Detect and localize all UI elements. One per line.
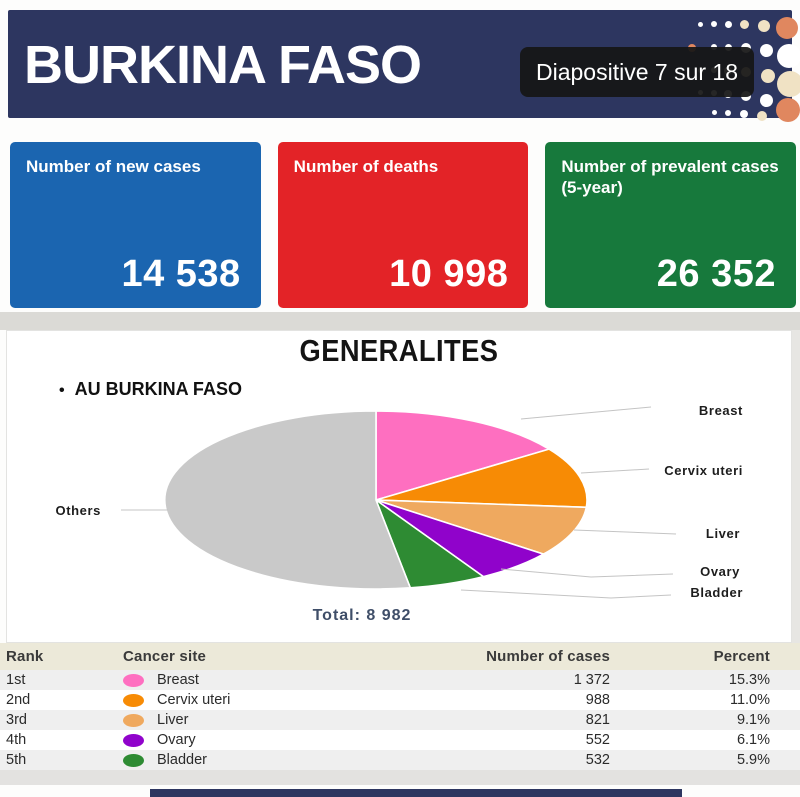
cell-cases: 532 <box>585 752 610 768</box>
bullet-text: AU BURKINA FASO <box>74 379 242 399</box>
slice-color-dot <box>123 753 144 767</box>
table-header-row: Rank Cancer site Number of cases Percent <box>0 643 800 670</box>
cell-percent: 9.1% <box>736 712 770 728</box>
bullet-marker: • <box>59 382 65 399</box>
country-title: BURKINA FASO <box>24 35 422 95</box>
decor-dot <box>777 71 800 97</box>
cancer-pie-chart: Breast Cervix uteri Liver Ovary Bladder Other… <box>55 403 743 600</box>
leader-line <box>573 529 677 535</box>
stat-cards-row: Number of new cases 14 538 Number of dea… <box>10 142 797 308</box>
leader-line <box>460 589 672 599</box>
card-value: 26 352 <box>656 253 777 295</box>
decor-dot <box>711 109 717 115</box>
cell-percent: 6.1% <box>736 732 770 748</box>
decor-dot <box>758 20 770 32</box>
decor-dot <box>777 44 800 68</box>
leader-line <box>520 406 652 420</box>
slice-color-dot <box>123 733 144 747</box>
slice-color-dot <box>123 693 144 707</box>
cell-cases: 1 372 <box>573 672 610 688</box>
cell-rank: 2nd <box>6 692 31 708</box>
decor-dot <box>776 17 798 39</box>
card-label: Number of prevalent cases (5-year) <box>561 157 779 198</box>
decor-dot <box>739 19 749 29</box>
header-percent: Percent <box>713 648 770 665</box>
cell-site: Bladder <box>115 752 360 768</box>
cancer-rank-table: Rank Cancer site Number of cases Percent… <box>0 643 800 770</box>
header-cases: Number of cases <box>486 648 610 665</box>
pie-slice-breast <box>375 410 551 502</box>
card-value: 14 538 <box>121 253 241 295</box>
decor-dot <box>711 21 717 27</box>
cell-site: Cervix uteri <box>115 692 360 708</box>
bottom-accent-bar <box>150 789 682 797</box>
table-row: 1st Breast 1 372 15.3% <box>0 670 800 690</box>
header-site: Cancer site <box>123 648 207 665</box>
decor-dot <box>697 21 703 27</box>
generalites-panel: GENERALITES • AU BURKINA FASO Breast Cervi… <box>6 330 792 643</box>
slice-label: Breast <box>699 403 743 418</box>
decor-dot <box>759 93 773 107</box>
section-title: GENERALITES <box>299 333 499 368</box>
site-name: Liver <box>157 712 189 728</box>
slice-label: Bladder <box>690 585 743 600</box>
decor-dot <box>759 43 773 57</box>
site-name: Cervix uteri <box>157 692 231 708</box>
divider-strip <box>0 312 800 330</box>
pie-slice-others <box>164 410 412 590</box>
card-label: Number of deaths <box>293 157 439 176</box>
slice-label: Cervix uteri <box>664 463 743 478</box>
decor-dot <box>724 20 732 28</box>
leader-line <box>580 468 650 474</box>
header-rank: Rank <box>6 648 44 665</box>
bullet-item: • AU BURKINA FASO <box>59 379 791 400</box>
table-row: 2nd Cervix uteri 988 11.0% <box>0 690 800 710</box>
slice-label: Ovary <box>700 564 740 579</box>
slice-label: Liver <box>706 526 740 541</box>
cell-cases: 552 <box>585 732 610 748</box>
slice-color-dot <box>123 713 144 727</box>
card-label: Number of new cases <box>26 157 201 176</box>
cell-rank: 3rd <box>6 712 27 728</box>
pie-slice-liver <box>375 499 588 555</box>
slice-color-dot <box>123 673 144 687</box>
cell-site: Ovary <box>115 732 360 748</box>
deaths-card: Number of deaths 10 998 <box>277 142 529 308</box>
cell-rank: 4th <box>6 732 27 748</box>
cell-rank: 1st <box>6 672 26 688</box>
cell-site: Liver <box>115 712 360 728</box>
cell-rank: 5th <box>6 752 27 768</box>
decor-dot <box>740 110 748 118</box>
cell-percent: 15.3% <box>728 672 770 688</box>
prevalent-cases-card: Number of prevalent cases (5-year) 26 35… <box>545 142 797 308</box>
leader-line <box>500 568 674 578</box>
footer-strip <box>0 770 800 785</box>
decor-dot <box>757 111 767 121</box>
site-name: Ovary <box>157 732 196 748</box>
decor-dot <box>725 110 731 116</box>
table-row: 5th Bladder 532 5.9% <box>0 750 800 770</box>
card-value: 10 998 <box>389 253 509 295</box>
decor-dot <box>776 98 800 122</box>
new-cases-card: Number of new cases 14 538 <box>10 142 261 308</box>
cell-percent: 5.9% <box>736 752 770 768</box>
table-row: 4th Ovary 552 6.1% <box>0 730 800 750</box>
site-name: Bladder <box>157 752 207 768</box>
cell-cases: 821 <box>585 712 610 728</box>
pie-total-label: Total: 8 982 <box>312 607 412 624</box>
table-body: 1st Breast 1 372 15.3% 2nd Cervix uteri 988 11.… <box>0 670 800 770</box>
pie-slice-cervix-uteri <box>375 448 588 509</box>
right-margin-strip <box>791 330 800 643</box>
cell-percent: 11.0% <box>729 692 770 708</box>
table-row: 3rd Liver 821 9.1% <box>0 710 800 730</box>
decor-dot <box>761 69 775 83</box>
site-name: Breast <box>157 672 199 688</box>
slice-label: Others <box>55 503 101 518</box>
slide-counter-overlay: Diapositive 7 sur 18 <box>520 47 754 97</box>
cell-site: Breast <box>115 672 360 688</box>
cell-cases: 988 <box>585 692 610 708</box>
